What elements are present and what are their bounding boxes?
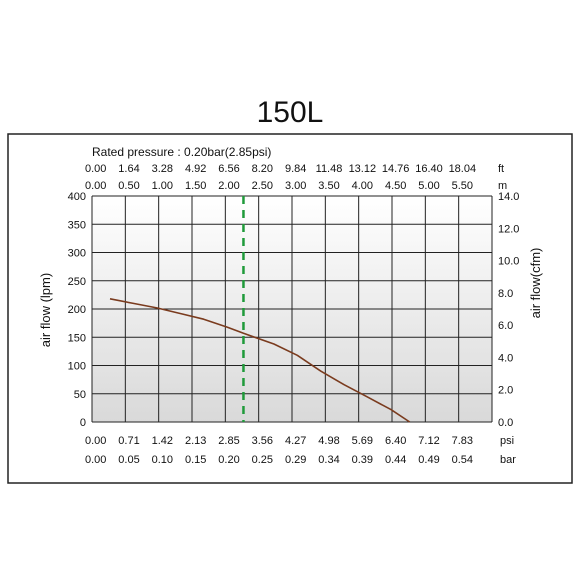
bottom-tick-label-bar: 0.15 [185,454,206,466]
y-left-tick-label: 250 [68,276,86,288]
bottom-tick-label-psi: 1.42 [152,435,173,447]
top-tick-label-m: 4.00 [352,180,373,192]
bottom-tick-label-bar: 0.25 [252,454,273,466]
bottom-tick-label-psi: 2.85 [218,435,239,447]
bottom-tick-label-bar: 0.00 [85,454,106,466]
series-line [109,298,411,423]
top-tick-label-ft: 6.56 [218,163,239,175]
top-tick-label-ft: 11.48 [316,163,343,175]
y-left-tick-label: 350 [68,219,86,231]
top-tick-label-ft: 0.00 [85,163,106,175]
bottom-tick-label-bar: 0.20 [218,454,239,466]
top-tick-label-ft: 18.04 [449,163,477,175]
y-left-tick-label: 300 [68,248,86,260]
y-right-tick-label: 4.0 [498,352,513,364]
top-tick-label-m: 5.50 [452,180,473,192]
chart-title: 150L [257,96,324,129]
y-right-tick-label: 0.0 [498,417,513,429]
bottom-tick-label-psi: 7.83 [452,435,473,447]
y-right-tick-label: 14.0 [498,191,519,203]
top-tick-label-m: 1.50 [185,180,206,192]
bottom-tick-label-bar: 0.39 [352,454,373,466]
top-tick-label-m: 3.00 [285,180,306,192]
top-unit-m: m [498,180,507,192]
y-left-tick-label: 100 [68,361,86,373]
top-tick-label-m: 5.00 [418,180,439,192]
top-tick-label-ft: 14.76 [382,163,410,175]
top-tick-label-ft: 4.92 [185,163,206,175]
bottom-tick-label-bar: 0.10 [152,454,173,466]
axis-labels: 0.00 1.64 3.28 4.92 6.56 8.20 9.84 11.48 13.12 14… [68,163,520,466]
top-tick-label-ft: 3.28 [152,163,173,175]
top-tick-label-m: 3.50 [318,180,339,192]
bottom-tick-label-bar: 0.54 [452,454,473,466]
bottom-tick-label-psi: 5.69 [352,435,373,447]
bottom-tick-label-psi: 0.00 [85,435,106,447]
top-unit-ft: ft [498,163,504,175]
top-tick-label-m: 1.00 [152,180,173,192]
series-group [109,196,411,423]
bottom-tick-label-psi: 2.13 [185,435,206,447]
bottom-tick-label-bar: 0.49 [418,454,439,466]
y-axis-right-label: air flow(cfm) [528,248,543,319]
y-left-tick-label: 50 [74,389,86,401]
bottom-unit-psi: psi [500,435,514,447]
y-axis-left-label: air flow (lpm) [38,273,53,347]
bottom-tick-label-psi: 0.71 [118,435,139,447]
bottom-tick-label-bar: 0.34 [318,454,339,466]
top-tick-label-m: 2.00 [218,180,239,192]
bottom-tick-label-psi: 4.98 [318,435,339,447]
bottom-tick-label-psi: 3.56 [252,435,273,447]
y-left-tick-label: 0 [80,417,86,429]
top-tick-label-m: 2.50 [252,180,273,192]
y-left-tick-label: 400 [68,191,86,203]
top-tick-label-ft: 9.84 [285,163,306,175]
top-tick-label-ft: 1.64 [118,163,139,175]
top-tick-label-m: 0.50 [118,180,139,192]
top-tick-label-m: 0.00 [85,180,106,192]
y-right-tick-label: 8.0 [498,288,513,300]
y-left-tick-label: 150 [68,332,86,344]
bottom-unit-bar: bar [500,454,516,466]
bottom-tick-label-bar: 0.05 [118,454,139,466]
y-right-tick-label: 12.0 [498,223,519,235]
y-right-tick-label: 6.0 [498,320,513,332]
y-right-tick-label: 2.0 [498,385,513,397]
top-tick-label-m: 4.50 [385,180,406,192]
bottom-tick-label-bar: 0.29 [285,454,306,466]
rated-pressure-label: Rated pressure : 0.20bar(2.85psi) [92,145,271,159]
bottom-tick-label-psi: 4.27 [285,435,306,447]
bottom-tick-label-psi: 6.40 [385,435,406,447]
y-left-tick-label: 200 [68,304,86,316]
y-right-tick-label: 10.0 [498,256,519,268]
top-tick-label-ft: 8.20 [252,163,273,175]
top-tick-label-ft: 16.40 [415,163,443,175]
bottom-tick-label-psi: 7.12 [418,435,439,447]
bottom-tick-label-bar: 0.44 [385,454,406,466]
top-tick-label-ft: 13.12 [349,163,377,175]
